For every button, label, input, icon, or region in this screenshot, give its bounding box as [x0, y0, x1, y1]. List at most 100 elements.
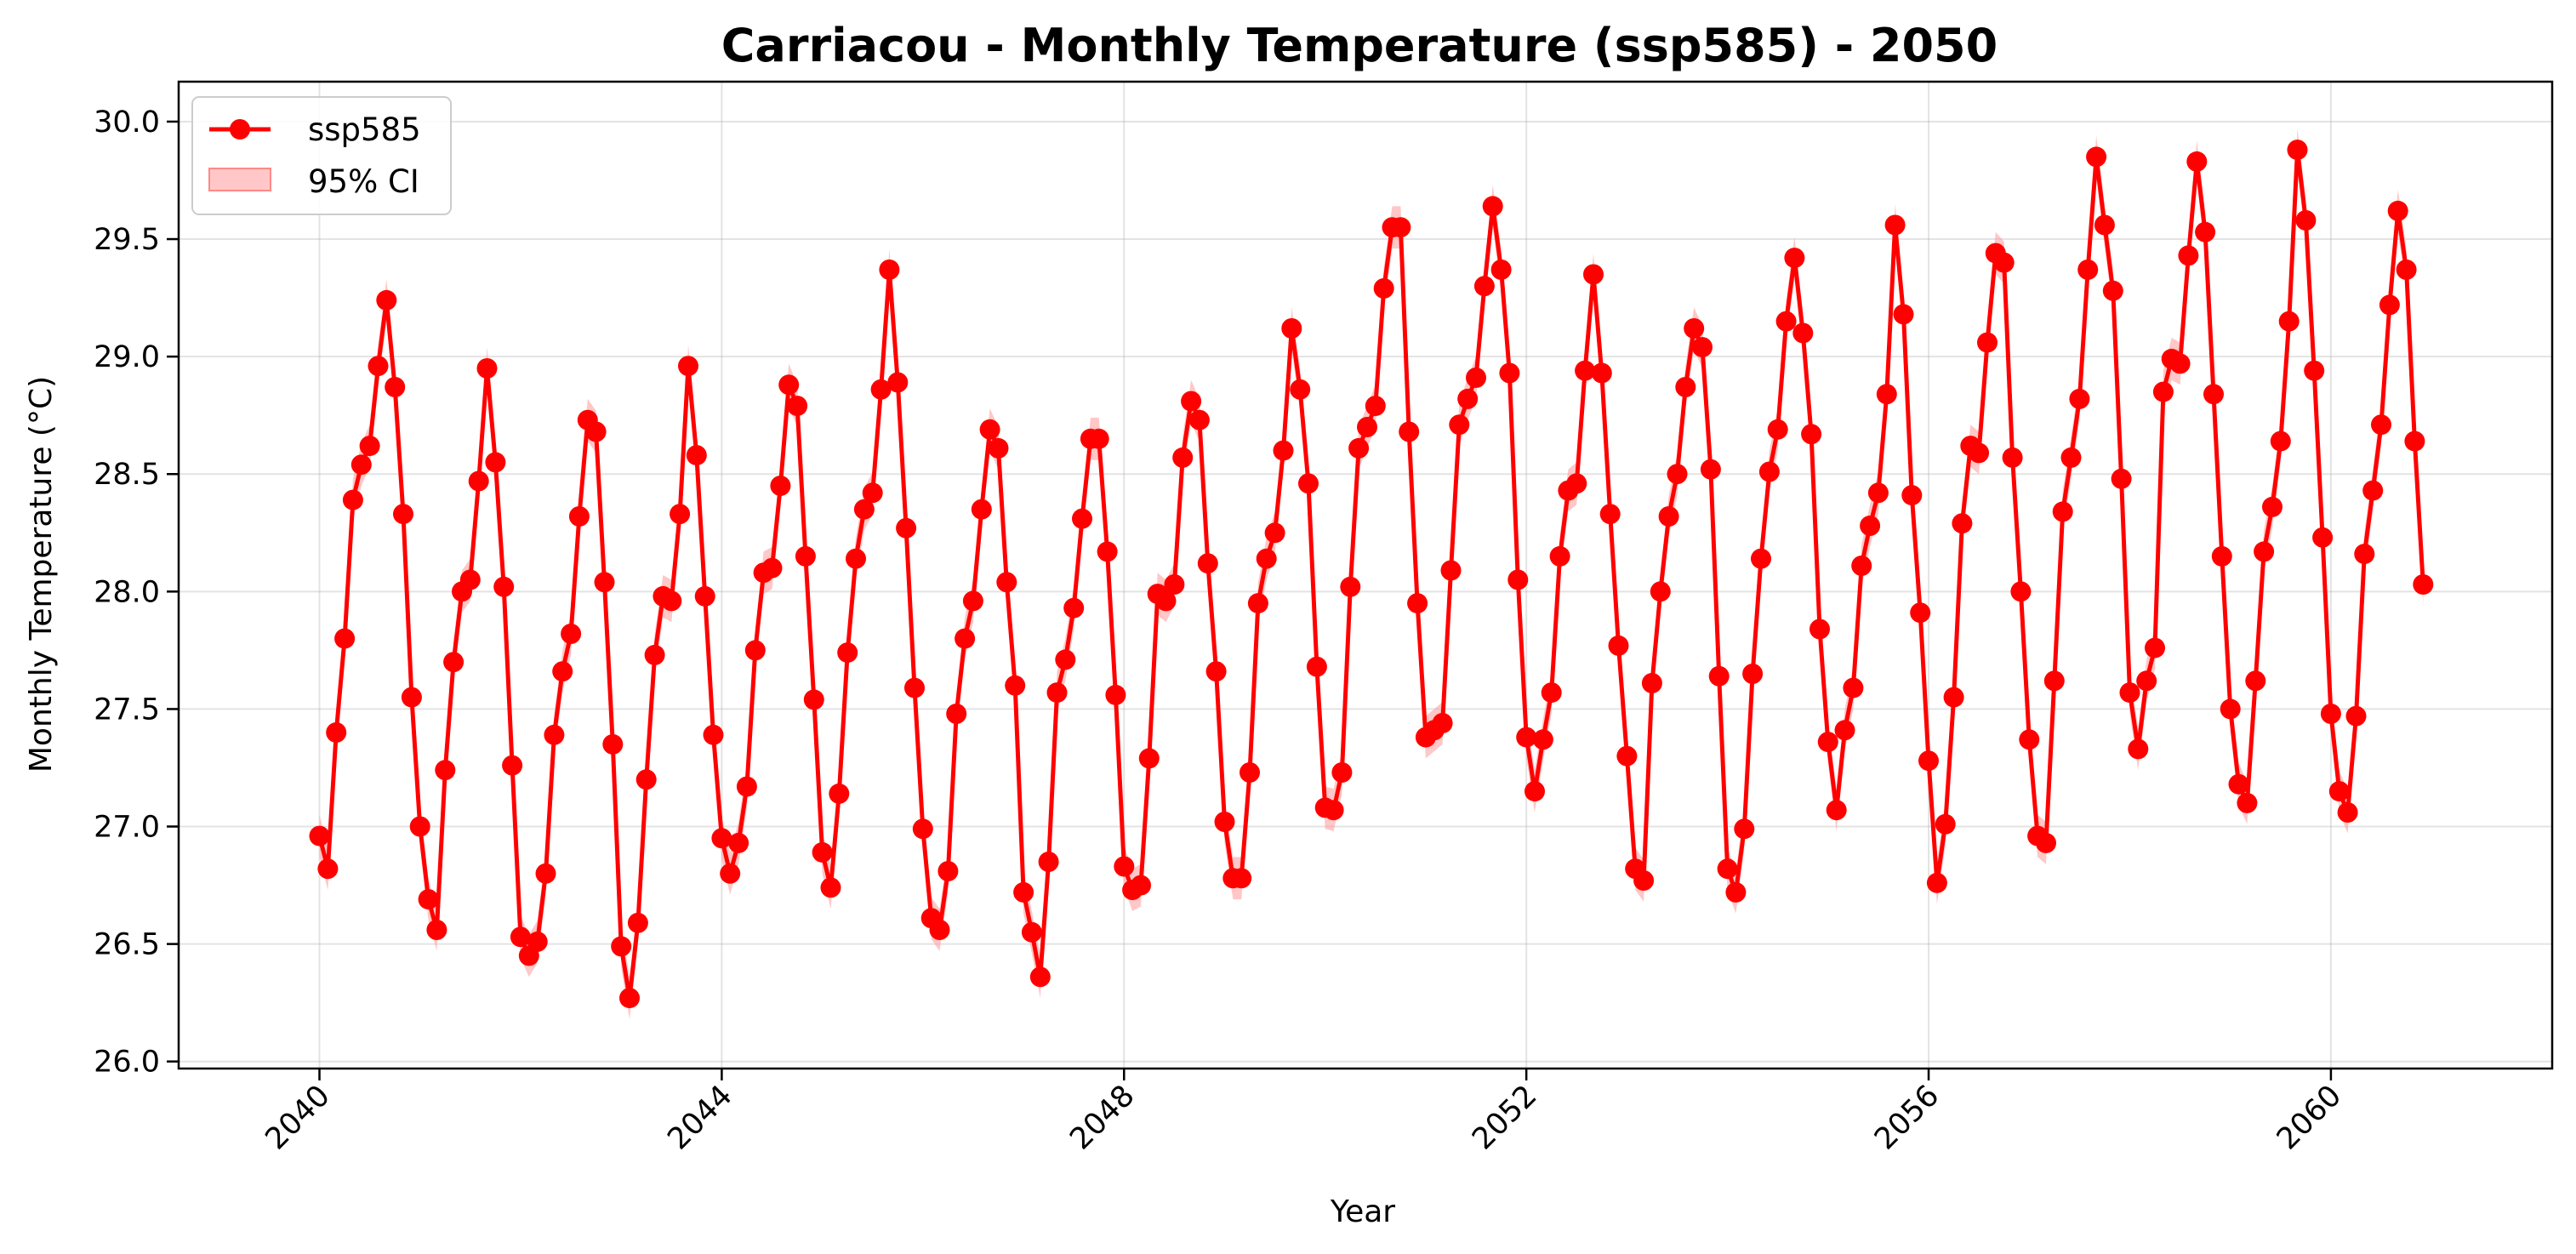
- data-point: [686, 445, 707, 466]
- data-point: [409, 816, 430, 837]
- data-point: [2036, 832, 2056, 853]
- data-point: [879, 259, 900, 280]
- data-point: [468, 470, 489, 492]
- data-point: [670, 504, 691, 525]
- data-point: [1029, 966, 1051, 988]
- data-point: [955, 628, 976, 649]
- data-point: [1247, 593, 1268, 614]
- data-point: [1901, 485, 1923, 506]
- data-point: [443, 652, 464, 673]
- legend: ssp585 95% CI: [191, 96, 452, 215]
- data-point: [1926, 872, 1947, 893]
- data-point: [2387, 200, 2408, 221]
- data-point: [1675, 377, 1696, 397]
- data-point: [820, 877, 841, 898]
- data-point: [2278, 311, 2300, 332]
- data-point: [1910, 602, 1931, 624]
- data-point: [2136, 670, 2157, 692]
- data-point: [1860, 516, 1881, 536]
- data-point: [1331, 762, 1353, 783]
- data-point: [1499, 362, 1520, 384]
- legend-label-series: ssp585: [308, 111, 421, 148]
- legend-label-ci: 95% CI: [308, 163, 419, 200]
- data-point: [2287, 140, 2308, 161]
- data-point: [2128, 738, 2149, 760]
- data-point: [1935, 813, 1956, 835]
- data-point: [1373, 278, 1394, 299]
- data-point: [728, 832, 749, 853]
- data-point: [585, 421, 607, 442]
- y-tick-label: 27.5: [94, 693, 160, 727]
- data-point: [2304, 360, 2325, 381]
- y-tick-label: 29.0: [94, 340, 160, 374]
- data-point: [376, 289, 397, 311]
- data-point: [979, 419, 1000, 440]
- data-point: [1214, 812, 1235, 832]
- data-point: [2169, 353, 2191, 374]
- data-point: [1809, 618, 1830, 640]
- data-point: [2111, 468, 2132, 489]
- data-point: [1608, 635, 1629, 656]
- data-point: [1575, 360, 1596, 381]
- data-point: [1365, 396, 1386, 417]
- data-point: [1449, 414, 1470, 436]
- data-point: [1005, 675, 1026, 696]
- data-point: [1784, 248, 1805, 269]
- data-point: [946, 704, 967, 724]
- data-point: [1457, 388, 1479, 409]
- data-point: [1131, 875, 1151, 896]
- data-point: [385, 377, 406, 397]
- data-point: [778, 374, 800, 396]
- data-point: [619, 988, 640, 1009]
- data-point: [1851, 556, 1872, 576]
- data-point: [1943, 687, 1964, 708]
- data-point: [2337, 802, 2358, 823]
- data-point: [787, 396, 808, 417]
- data-point: [1667, 464, 1688, 485]
- data-point: [887, 372, 909, 393]
- data-point: [611, 936, 632, 957]
- data-point: [2354, 544, 2375, 565]
- data-point: [1993, 252, 2015, 273]
- legend-ci-swatch: [208, 168, 271, 191]
- y-axis-ticks: 26.0 26.5 27.0 27.5 28.0 28.5 29.0 29.5 30.0: [94, 105, 179, 1080]
- data-point: [1290, 379, 1311, 400]
- data-point: [594, 572, 615, 593]
- data-point: [1105, 684, 1126, 705]
- data-point: [2362, 480, 2384, 501]
- data-point: [1348, 437, 1370, 459]
- data-point: [1013, 881, 1034, 903]
- data-point: [1650, 581, 1671, 602]
- data-point: [2312, 527, 2334, 548]
- y-tick-label: 28.5: [94, 458, 160, 492]
- data-point: [1390, 217, 1411, 238]
- data-point: [418, 889, 439, 910]
- data-point: [1549, 545, 1570, 567]
- data-point: [627, 912, 648, 933]
- data-point: [1692, 337, 1713, 358]
- data-point: [602, 733, 624, 755]
- data-point: [803, 689, 824, 710]
- data-point: [426, 920, 447, 940]
- data-point: [1826, 800, 1847, 821]
- data-point: [1482, 196, 1503, 217]
- data-point: [2043, 670, 2065, 692]
- data-point: [2145, 637, 2165, 658]
- data-point: [2152, 381, 2174, 402]
- data-point: [1591, 362, 1612, 384]
- data-point: [342, 489, 363, 510]
- data-point: [2195, 221, 2216, 242]
- data-point: [1021, 921, 1042, 943]
- data-point: [527, 931, 548, 952]
- data-point: [2295, 210, 2317, 231]
- data-point: [2019, 729, 2040, 750]
- data-point: [720, 863, 741, 884]
- data-point: [1340, 576, 1361, 597]
- data-point: [401, 687, 422, 708]
- data-point: [938, 861, 959, 881]
- data-point: [2052, 501, 2073, 522]
- data-point: [1466, 368, 1486, 388]
- data-point: [1633, 870, 1655, 891]
- data-point: [309, 825, 330, 846]
- data-point: [561, 624, 582, 644]
